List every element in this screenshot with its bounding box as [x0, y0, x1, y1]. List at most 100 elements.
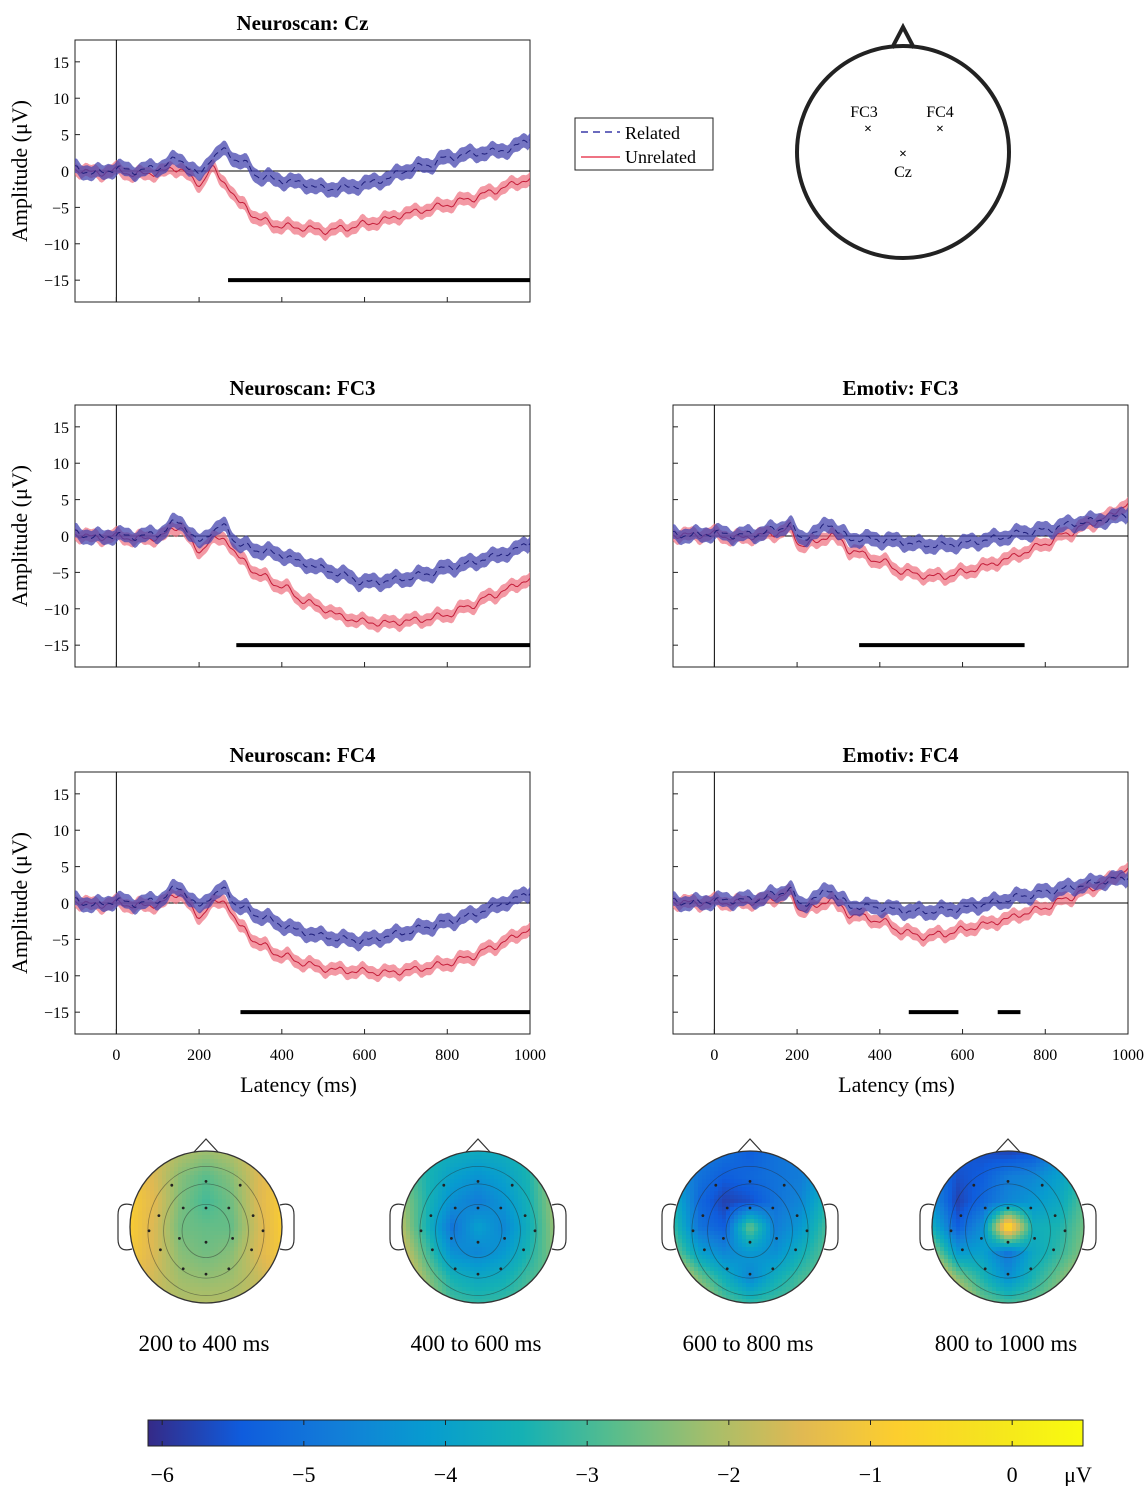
colorbar-tick-label: −6 [150, 1462, 173, 1486]
electrode-dot [983, 1267, 987, 1271]
y-tick-label: 0 [61, 529, 69, 546]
electrode-dot [431, 1248, 434, 1252]
y-tick-label: 10 [53, 91, 69, 108]
panel-emotiv-fc3: Emotiv: FC3 [672, 376, 1129, 668]
electrode-dot [961, 1248, 964, 1252]
series-mean-line [75, 519, 530, 586]
y-tick-label: −15 [44, 638, 69, 655]
electrode-dot [204, 1180, 208, 1183]
colorbar-unit: μV [1064, 1462, 1092, 1486]
electrode-dot [1029, 1267, 1033, 1271]
legend-box [574, 117, 714, 171]
electrode-dot [250, 1248, 254, 1252]
head-ear-left [117, 1203, 133, 1251]
head-nose [737, 1138, 763, 1153]
contour-line [707, 1183, 793, 1279]
y-tick-label: −15 [44, 273, 69, 290]
x-tick-label: 800 [435, 1047, 459, 1064]
electrode-dot [1040, 1183, 1044, 1187]
panel-title: Neuroscan: FC4 [229, 743, 376, 767]
panel-title: Emotiv: FC4 [842, 743, 959, 767]
electrode-label-fc4: FC4 [926, 104, 954, 121]
x-tick-label: 400 [270, 1047, 294, 1064]
head-ear-left [919, 1203, 935, 1251]
electrode-dot [419, 1229, 423, 1233]
y-tick-label: 5 [61, 128, 69, 145]
erp-panels: Neuroscan: Cz −15 −10 −5 0 5 10 15 Amplitude (μV… [7, 11, 1144, 1097]
contour-line [725, 1204, 775, 1259]
y-tick-label: −10 [44, 969, 69, 986]
head-diagram: × FC3 × FC4 × Cz [795, 22, 1011, 260]
y-tick-label: 10 [53, 456, 69, 473]
electrode-dot [523, 1214, 527, 1217]
electrode-dot [714, 1183, 718, 1187]
y-tick-label: 0 [61, 164, 69, 181]
head-nose [995, 1138, 1021, 1153]
x-tick-label: 200 [785, 1047, 809, 1064]
panel-neuroscan-cz: Neuroscan: Cz −15 −10 −5 0 5 10 15 Amplitude (μV… [7, 11, 531, 303]
topomap-label: 200 to 400 ms [139, 1331, 270, 1356]
electrode-dot [522, 1248, 525, 1252]
series-confidence-band [673, 506, 1128, 555]
electrode-dot [805, 1229, 809, 1233]
topomap-label: 400 to 600 ms [411, 1331, 542, 1356]
electrode-dot [499, 1267, 503, 1271]
electrode-dot [1063, 1229, 1067, 1233]
electrode-dot [691, 1229, 695, 1233]
electrode-dot [1006, 1240, 1010, 1244]
x-axis-label: Latency (ms) [240, 1072, 357, 1097]
series-mean-line [75, 885, 530, 945]
x-tick-label: 800 [1033, 1047, 1057, 1064]
contour-line [181, 1204, 231, 1259]
electrode-dot [1053, 1214, 1057, 1217]
electrode-dot [503, 1237, 506, 1240]
electrode-dot [959, 1214, 963, 1217]
colorbar-tick-label: −4 [434, 1462, 457, 1486]
y-tick-label: 0 [61, 896, 69, 913]
electrode-dot [1006, 1206, 1010, 1210]
y-axis-label: Amplitude (μV) [7, 465, 32, 607]
head-outline [129, 1150, 283, 1304]
electrode-dot [748, 1272, 752, 1276]
colorbar-gradient [147, 1419, 1084, 1447]
head-nose [890, 22, 916, 49]
series-mean-line [75, 139, 530, 192]
head-outline [401, 1150, 555, 1304]
y-tick-label: −15 [44, 1005, 69, 1022]
x-tick-label: 600 [951, 1047, 975, 1064]
electrode-dot [703, 1248, 706, 1252]
head-ear-left [661, 1203, 677, 1251]
electrode-marker-fc3: × [864, 122, 872, 137]
colorbar-tick-label: −5 [292, 1462, 315, 1486]
electrode-dot [450, 1237, 453, 1240]
contour-line [453, 1204, 503, 1259]
head-outline [795, 44, 1011, 260]
electrode-dot [476, 1240, 480, 1244]
x-tick-label: 200 [187, 1047, 211, 1064]
electrode-marker-cz: × [899, 147, 907, 162]
legend-unrelated-label: Unrelated [625, 147, 696, 167]
y-axis-label: Amplitude (μV) [7, 100, 32, 242]
electrode-dot [1006, 1180, 1010, 1183]
electrode-dot [771, 1206, 775, 1210]
electrode-dot [701, 1214, 705, 1217]
head-outline [673, 1150, 827, 1304]
x-tick-label: 0 [710, 1047, 718, 1064]
colorbar-tick-label: 0 [1007, 1462, 1018, 1486]
electrode-dot [1052, 1248, 1055, 1252]
electrode-dot [949, 1229, 953, 1233]
electrode-dot [476, 1180, 480, 1183]
electrode-dot [972, 1183, 976, 1187]
topomap-200-400: 200 to 400 ms [117, 1138, 295, 1356]
series-confidence-band [673, 870, 1128, 922]
electrode-dot [261, 1229, 265, 1233]
topomap-label: 800 to 1000 ms [935, 1331, 1078, 1356]
contour-line [435, 1183, 521, 1279]
electrode-dot [476, 1206, 480, 1210]
series-mean-line [673, 513, 1128, 549]
y-tick-label: 15 [53, 787, 69, 804]
electrode-dot [775, 1237, 778, 1240]
series-related [673, 870, 1128, 922]
electrode-dot [476, 1272, 480, 1276]
